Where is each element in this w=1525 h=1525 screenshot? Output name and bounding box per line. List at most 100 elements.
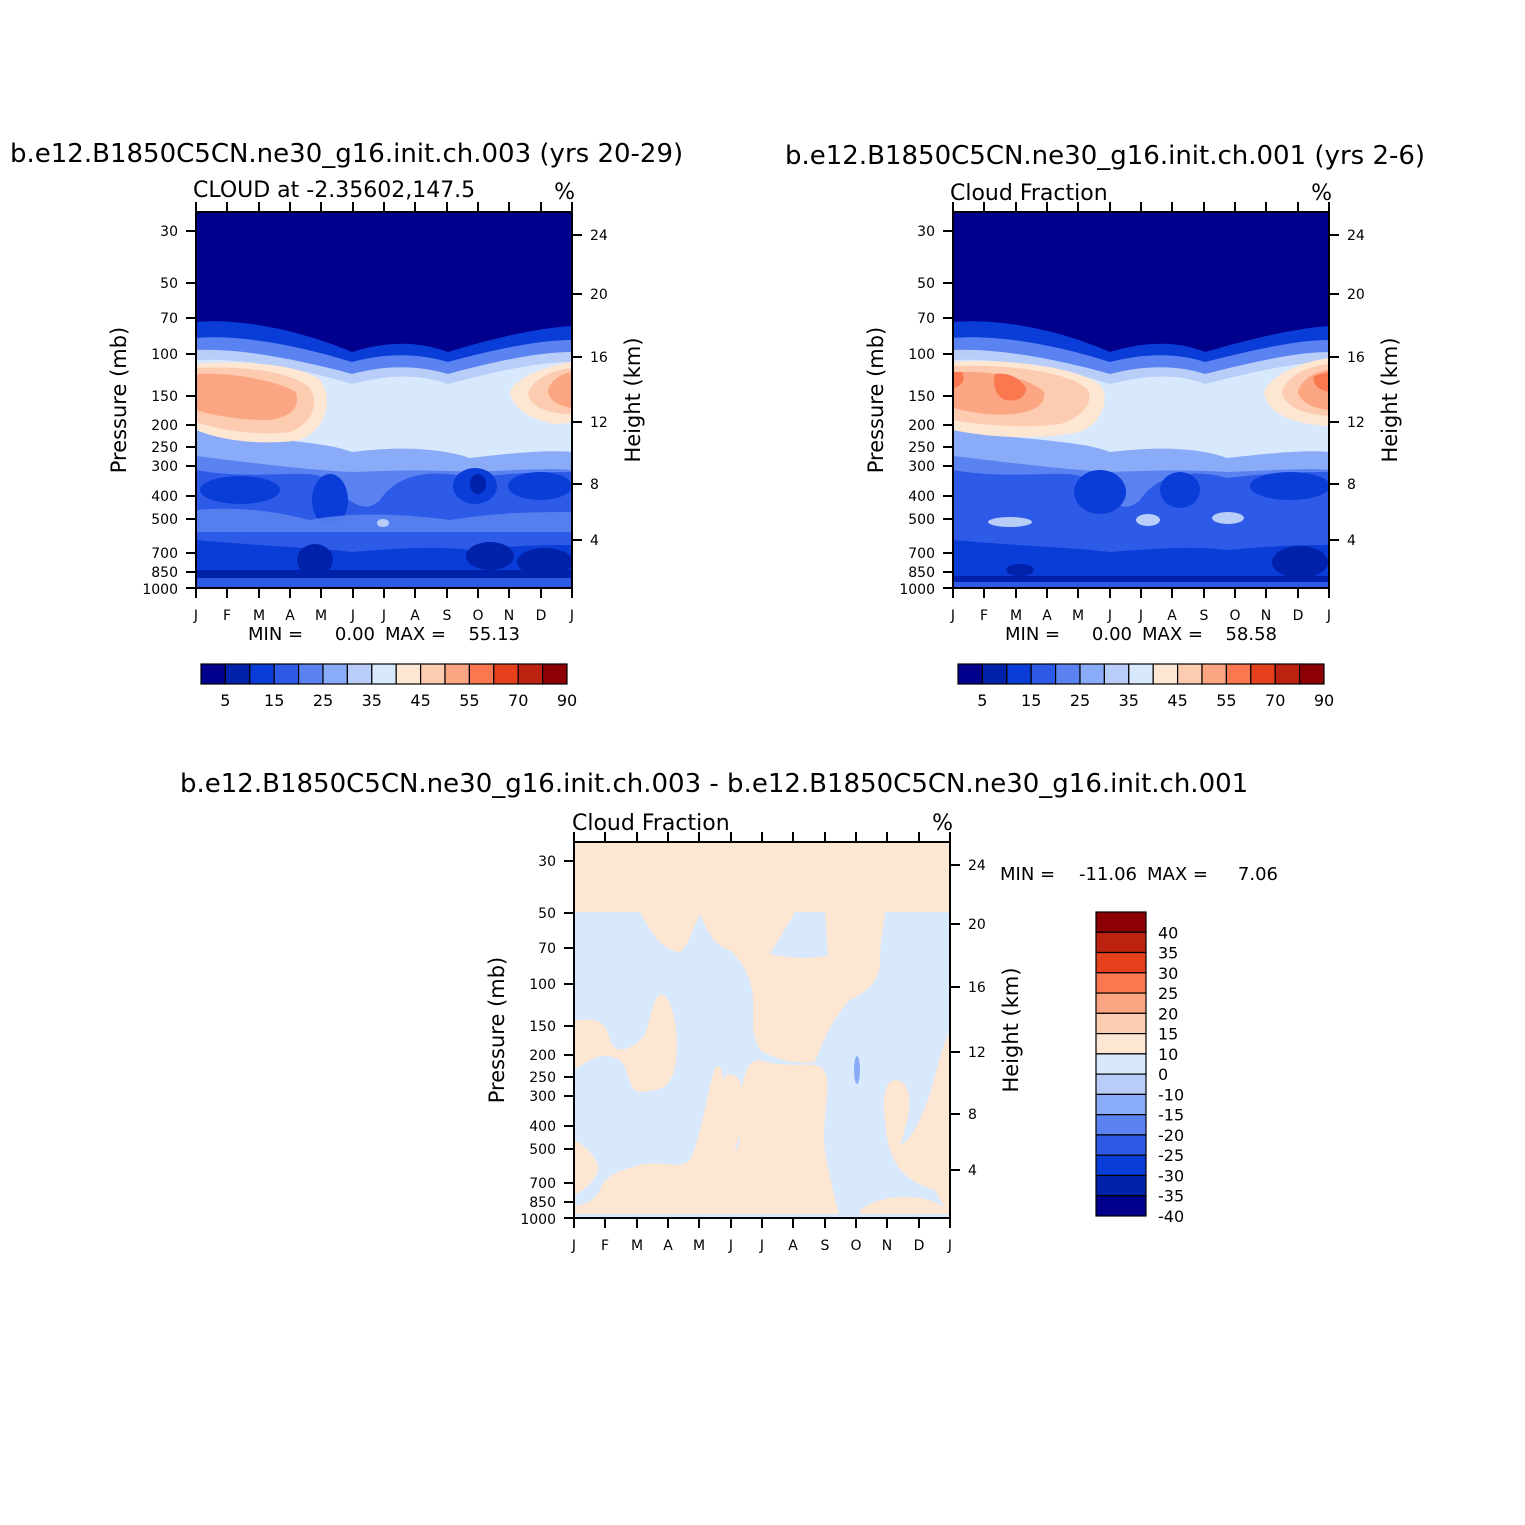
panel-3-ytick: 850 (529, 1195, 556, 1211)
panel-1-ytick: 250 (151, 440, 178, 456)
panel-1-xtick: J (193, 608, 198, 624)
panel-2-units: % (1311, 181, 1332, 206)
panel-3-ytick: 1000 (520, 1212, 556, 1228)
panel-1-ytick: 850 (151, 565, 178, 581)
colorbar-box (1152, 663, 1179, 685)
panel-1-y2tick: 12 (590, 415, 608, 431)
panel-2-ylabel: Pressure (mb) (864, 327, 888, 474)
panel-3-subtitle: Cloud Fraction (572, 811, 730, 836)
panel-2-xtick: N (1261, 608, 1271, 624)
colorbar-box (517, 663, 544, 685)
colorbar-label: 15 (1021, 691, 1041, 710)
panel-3-contours (574, 842, 950, 1218)
panel-2-y2tick: 24 (1347, 228, 1365, 244)
colorbar-label: 30 (1158, 964, 1178, 983)
panel-1-y2tick: 20 (590, 287, 608, 303)
panel-1-y2tick: 16 (590, 350, 608, 366)
colorbar-box (224, 663, 251, 685)
colorbar-box (1095, 951, 1147, 974)
panel-2-min-label: MIN = (1005, 624, 1060, 645)
colorbar-box (1095, 1114, 1147, 1136)
panel-2-ytick: 50 (917, 276, 935, 292)
panel-1-ytick: 400 (151, 489, 178, 505)
panel-2-colorbar: 5 15 25 35 45 55 70 90 (957, 663, 1334, 710)
panel-3-title: b.e12.B1850C5CN.ne30_g16.init.ch.003 - b… (180, 769, 1248, 799)
colorbar-label: -25 (1158, 1146, 1184, 1165)
panel-2-min-value: 0.00 (1092, 624, 1132, 645)
colorbar-box (1103, 663, 1130, 685)
colorbar-label: 35 (1158, 944, 1178, 963)
panel-1-ytick: 100 (151, 347, 178, 363)
colorbar-box (1095, 1032, 1147, 1055)
panel-2-max-value: 58.58 (1225, 624, 1277, 645)
panel-2-xtick: J (950, 608, 955, 624)
panel-2-ytick: 200 (908, 418, 935, 434)
panel-3-xtick: F (601, 1238, 609, 1254)
colorbar-label: 20 (1158, 1004, 1178, 1023)
colorbar-box (1128, 663, 1154, 685)
panel-3-y2tick: 16 (968, 980, 986, 996)
colorbar-box (1201, 663, 1227, 685)
colorbar-box (1095, 972, 1147, 994)
panel-3-ytick: 250 (529, 1070, 556, 1086)
panel-2-xtick: M (1072, 608, 1084, 624)
colorbar-box (395, 663, 422, 685)
panel-1-max-value: 55.13 (468, 624, 520, 645)
panel-3-ytick: 200 (529, 1048, 556, 1064)
panel-2-xtick: M (1010, 608, 1022, 624)
colorbar-label: -20 (1158, 1126, 1184, 1145)
panel-3-xtick: M (693, 1238, 705, 1254)
colorbar-box (1095, 1053, 1147, 1075)
colorbar-box (1095, 911, 1147, 933)
colorbar-box (1095, 1093, 1147, 1116)
panel-2-stats: MIN = 0.00 MAX = 58.58 (1005, 624, 1277, 645)
panel-2-y2tick: 20 (1347, 287, 1365, 303)
colorbar-box (346, 663, 373, 685)
panel-3-y2tick: 12 (968, 1045, 986, 1061)
colorbar-label: 40 (1158, 923, 1178, 942)
panel-3-xtick: S (821, 1238, 830, 1254)
colorbar-label: 35 (362, 691, 382, 710)
panel-1-ytick: 150 (151, 389, 178, 405)
panel-1-xtick: N (504, 608, 514, 624)
colorbar-label: 25 (313, 691, 333, 710)
panel-1-xtick: M (253, 608, 265, 624)
panel-2-ytick: 150 (908, 389, 935, 405)
panel-2-xtick: F (980, 608, 988, 624)
panel-1-xtick: O (472, 608, 483, 624)
colorbar-box (1095, 1195, 1147, 1217)
colorbar-label: 5 (220, 691, 230, 710)
panel-1-ytick: 300 (151, 459, 178, 475)
panel-1-subtitle: CLOUD at -2.35602,147.5 (193, 178, 475, 203)
panel-1-y2tick: 8 (590, 477, 599, 493)
colorbar-box (1030, 663, 1057, 685)
panel-1-ytick: 70 (160, 311, 178, 327)
panel-1-colorbar: 5 15 25 35 45 55 70 90 (200, 663, 577, 710)
panel-3-min-value: -11.06 (1079, 864, 1137, 885)
panel-2-ytick: 700 (908, 546, 935, 562)
panel-2-y2label: Height (km) (1378, 337, 1402, 462)
panel-3-y2tick: 20 (968, 917, 986, 933)
panel-2-xtick: O (1229, 608, 1240, 624)
panel-2-ytick: 1000 (899, 582, 935, 598)
panel-3-xtick: O (850, 1238, 861, 1254)
colorbar-box (957, 663, 983, 685)
panel-1-ylabel: Pressure (mb) (107, 327, 131, 474)
panel-1-ytick: 200 (151, 418, 178, 434)
colorbar-label: 45 (410, 691, 430, 710)
panel-3-xtick: A (788, 1238, 798, 1254)
panel-3-max-value: 7.06 (1238, 864, 1278, 885)
colorbar-box (1095, 992, 1147, 1014)
colorbar-label: 90 (557, 691, 577, 710)
panel-1-y2tick: 24 (590, 228, 608, 244)
panel-2-ytick: 100 (908, 347, 935, 363)
panel-1-y2label: Height (km) (621, 337, 645, 462)
panel-2-max-label: MAX = (1142, 624, 1203, 645)
panel-2-subtitle: Cloud Fraction (950, 181, 1108, 206)
colorbar-label: -40 (1158, 1207, 1184, 1226)
panel-1-min-value: 0.00 (335, 624, 375, 645)
panel-1-units: % (554, 180, 575, 205)
panel-3-y2tick: 24 (968, 858, 986, 874)
panel-1-ytick: 700 (151, 546, 178, 562)
